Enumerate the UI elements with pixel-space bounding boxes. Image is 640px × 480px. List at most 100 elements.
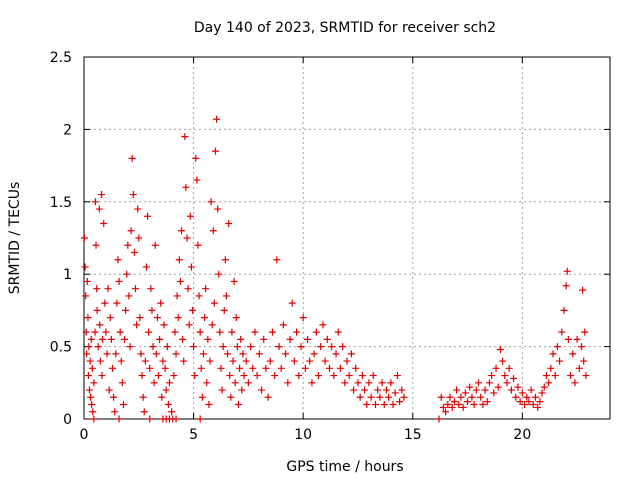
- data-point: [207, 198, 215, 206]
- data-point: [448, 403, 456, 411]
- data-point: [192, 154, 200, 162]
- y-tick-label: 0: [63, 412, 72, 428]
- data-point: [180, 357, 188, 365]
- data-point: [521, 401, 529, 409]
- data-point: [153, 314, 161, 322]
- data-point: [306, 357, 314, 365]
- chart-title: Day 140 of 2023, SRMTID for receiver sch…: [194, 20, 496, 36]
- data-point: [479, 401, 487, 409]
- data-point: [127, 227, 135, 235]
- data-point: [172, 415, 180, 423]
- data-point: [264, 393, 272, 401]
- data-point: [365, 379, 373, 387]
- data-point: [150, 379, 158, 387]
- data-point: [564, 335, 572, 343]
- data-point: [91, 198, 99, 206]
- data-point: [308, 379, 316, 387]
- data-point: [464, 398, 472, 406]
- data-point: [455, 401, 463, 409]
- data-point: [393, 372, 401, 380]
- data-point: [253, 372, 261, 380]
- data-point: [510, 374, 518, 382]
- data-point: [551, 372, 559, 380]
- data-point: [328, 343, 336, 351]
- data-point: [176, 277, 184, 285]
- data-point: [560, 306, 568, 314]
- data-point: [90, 379, 98, 387]
- data-point: [132, 285, 140, 293]
- data-point: [317, 343, 325, 351]
- data-point: [235, 401, 243, 409]
- data-point: [159, 357, 167, 365]
- data-point: [347, 350, 355, 358]
- data-point: [107, 335, 115, 343]
- data-point: [128, 154, 136, 162]
- data-point: [444, 401, 452, 409]
- data-point: [218, 386, 226, 394]
- data-point: [268, 328, 276, 336]
- data-point: [336, 364, 344, 372]
- data-point: [86, 357, 94, 365]
- data-point: [122, 306, 130, 314]
- axis-ticks: 0 5 10 15 20 0 0.5 1 1.5 2 2.5: [50, 50, 610, 443]
- data-point: [295, 372, 303, 380]
- data-point: [578, 343, 586, 351]
- data-point: [437, 393, 445, 401]
- data-point: [523, 393, 531, 401]
- data-point: [573, 335, 581, 343]
- data-point: [115, 415, 123, 423]
- data-point: [242, 357, 250, 365]
- data-point: [293, 328, 301, 336]
- data-point: [219, 343, 227, 351]
- data-point: [367, 393, 375, 401]
- data-point: [199, 350, 207, 358]
- data-point: [181, 133, 189, 141]
- data-point: [496, 345, 504, 353]
- data-point: [204, 335, 212, 343]
- data-point: [385, 393, 393, 401]
- data-point: [175, 256, 183, 264]
- data-point: [145, 328, 153, 336]
- data-point: [148, 306, 156, 314]
- data-point: [492, 364, 500, 372]
- data-point: [273, 256, 281, 264]
- data-point: [334, 328, 342, 336]
- data-point: [301, 364, 309, 372]
- data-point: [545, 379, 553, 387]
- data-point: [216, 328, 224, 336]
- data-point: [112, 350, 120, 358]
- data-point: [457, 393, 465, 401]
- data-point: [505, 364, 513, 372]
- data-point: [152, 350, 160, 358]
- data-point: [549, 350, 557, 358]
- data-point: [323, 335, 331, 343]
- data-point: [103, 350, 111, 358]
- data-point: [282, 350, 290, 358]
- data-point: [354, 379, 362, 387]
- x-tick-label: 15: [404, 427, 422, 443]
- data-point: [279, 321, 287, 329]
- data-point: [82, 292, 90, 300]
- data-point: [277, 364, 285, 372]
- data-point: [232, 314, 240, 322]
- data-point: [125, 292, 133, 300]
- y-axis-label: SRMTID / TECUs: [7, 182, 23, 295]
- data-point: [477, 393, 485, 401]
- x-tick-label: 10: [294, 427, 312, 443]
- grid-lines: [84, 57, 610, 419]
- data-point: [184, 285, 192, 293]
- data-point: [249, 364, 257, 372]
- data-point: [190, 343, 198, 351]
- data-point: [98, 372, 106, 380]
- data-point: [168, 408, 176, 416]
- data-point: [439, 403, 447, 411]
- data-point: [88, 364, 96, 372]
- data-point: [290, 357, 298, 365]
- data-point: [319, 321, 327, 329]
- data-point: [203, 379, 211, 387]
- data-point: [556, 357, 564, 365]
- data-point: [400, 393, 408, 401]
- data-point: [117, 357, 125, 365]
- data-point: [374, 386, 382, 394]
- data-point: [363, 401, 371, 409]
